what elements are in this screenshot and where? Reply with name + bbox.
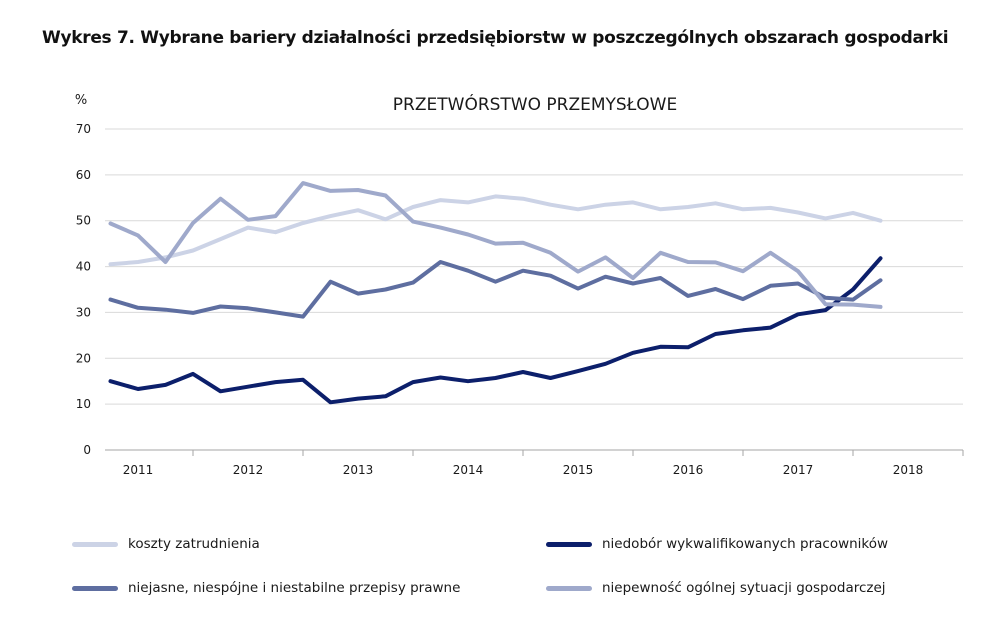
y-tick-label: 60 (76, 168, 91, 182)
legend-label: niejasne, niespójne i niestabilne przepi… (128, 580, 461, 596)
y-tick-label: 10 (76, 397, 91, 411)
x-tick-label: 2018 (893, 463, 924, 477)
x-tick-label: 2015 (563, 463, 594, 477)
legend-label: niedobór wykwalifikowanych pracowników (602, 536, 889, 552)
legend-swatch (546, 541, 592, 547)
x-axis: 2011 2012 2013 2014 2015 2016 2017 2018 (105, 449, 964, 477)
legend-item-niedobor: niedobór wykwalifikowanych pracowników (546, 536, 888, 552)
series-line-2 (108, 260, 883, 319)
y-axis-ticks: 0 10 20 30 40 50 60 70 (76, 122, 91, 457)
legend-swatch (72, 585, 118, 591)
legend-item-przepisy: niejasne, niespójne i niestabilne przepi… (72, 580, 460, 596)
legend-label: koszty zatrudnienia (128, 536, 260, 552)
y-tick-label: 30 (76, 305, 91, 319)
legend-swatch (546, 585, 592, 591)
series-line-0 (108, 194, 883, 267)
y-tick-label: 40 (76, 260, 91, 274)
y-tick-label: 0 (83, 443, 91, 457)
series-line-3 (108, 181, 883, 309)
x-tick-label: 2016 (673, 463, 704, 477)
x-tick-label: 2014 (453, 463, 484, 477)
x-tick-label: 2017 (783, 463, 814, 477)
x-tick-label: 2011 (123, 463, 154, 477)
y-axis-label: % (75, 93, 87, 108)
figure-title: Wykres 7. Wybrane bariery działalności p… (42, 28, 949, 48)
y-tick-label: 20 (76, 351, 91, 365)
y-tick-label: 70 (76, 122, 91, 136)
series-line-1 (108, 256, 883, 405)
chart-title: PRZETWÓRSTWO PRZEMYSŁOWE (393, 93, 677, 115)
legend-item-koszty: koszty zatrudnienia (72, 536, 260, 552)
x-tick-label: 2013 (343, 463, 374, 477)
legend-label: niepewność ogólnej sytuacji gospodarczej (602, 580, 886, 596)
line-chart: PRZETWÓRSTWO PRZEMYSŁOWE % 0 10 20 30 40 50 60… (75, 93, 964, 477)
legend-item-niepewnosc: niepewność ogólnej sytuacji gospodarczej (546, 580, 886, 596)
series-lines (108, 181, 883, 405)
x-tick-label: 2012 (233, 463, 264, 477)
legend-swatch (72, 541, 118, 547)
y-tick-label: 50 (76, 214, 91, 228)
gridlines (105, 128, 963, 405)
